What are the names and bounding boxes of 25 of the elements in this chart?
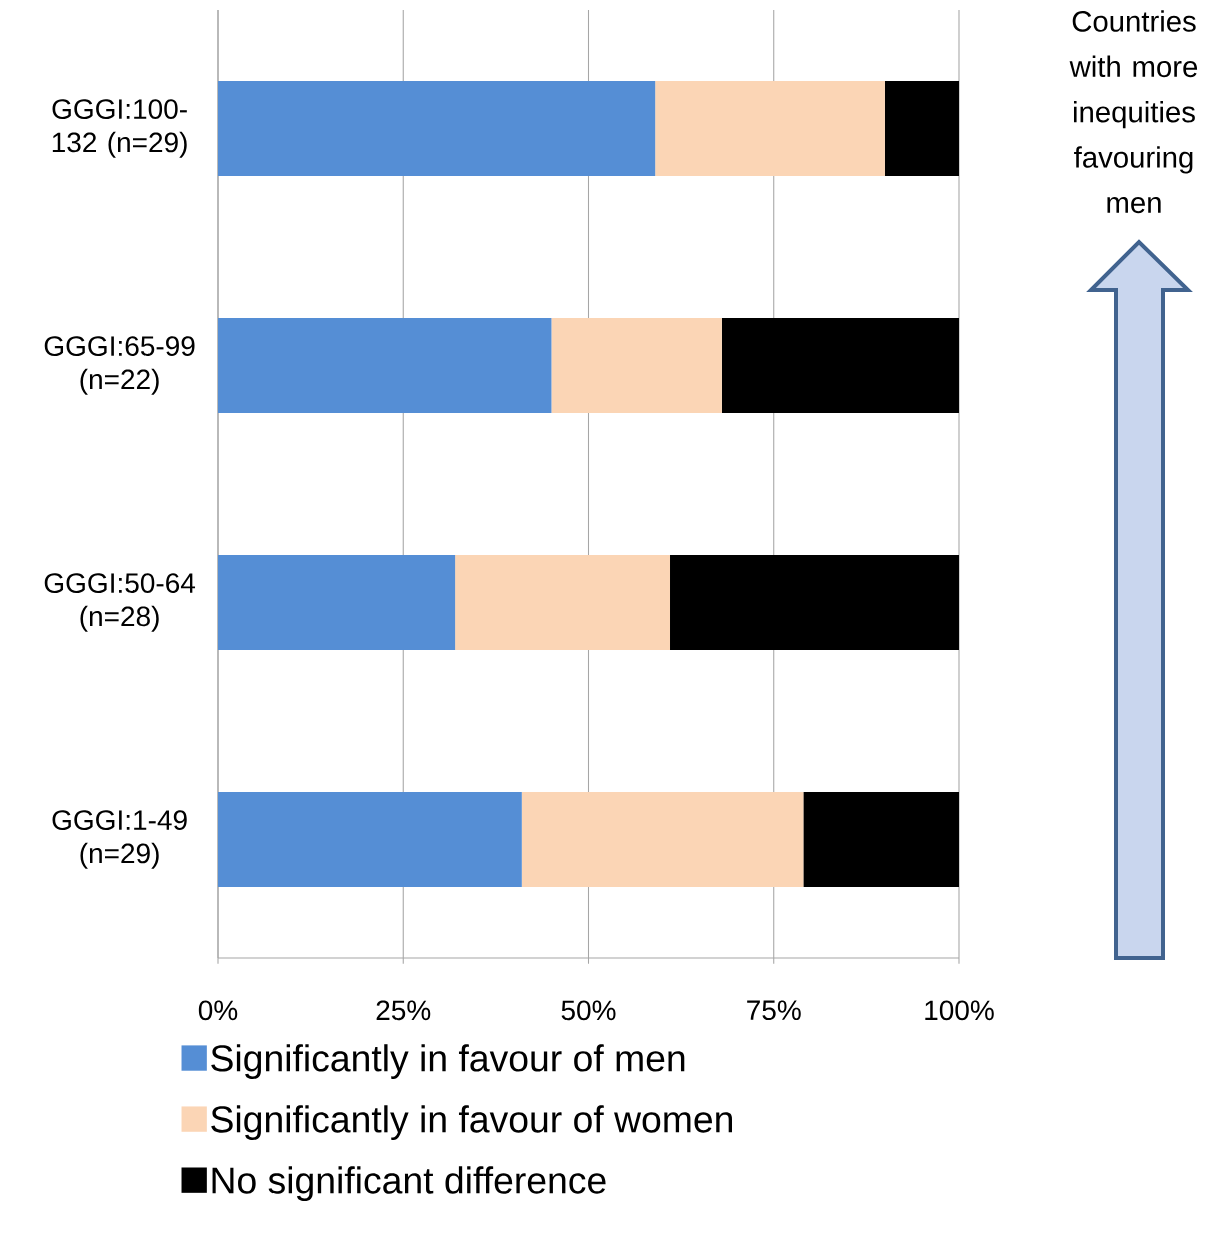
bar [218,81,656,176]
bar [218,318,552,413]
legend-label: Significantly in favour of women [211,1105,732,1141]
bar [455,555,671,650]
bar [521,792,804,887]
bar [884,81,959,176]
bar [551,318,722,413]
y-tick-label: GGGI:65-99 (n=22) [44,336,195,395]
x-tick-label: 25% [376,1000,431,1021]
y-tick-label: GGGI:50-64 (n=28) [44,573,196,632]
y-tick-label: GGGI:100-132 (n=29) [52,99,187,158]
bar [803,792,959,887]
bar [670,555,959,650]
x-tick-label: 50% [561,1000,616,1021]
y-tick-label: GGGI:1-49 (n=29) [52,810,187,869]
x-tick-label: 75% [747,1000,801,1021]
text: Countries with more inequities favouring men [1069,10,1198,214]
legend-label: No significant difference [212,1166,606,1202]
legend-label: Significantly in favour of men [211,1044,685,1079]
bar [218,555,456,650]
bar [218,792,522,887]
x-tick-label: 0% [198,1000,238,1021]
x-tick-label: 100% [925,1000,994,1021]
bar [721,318,959,413]
bar [655,81,885,176]
